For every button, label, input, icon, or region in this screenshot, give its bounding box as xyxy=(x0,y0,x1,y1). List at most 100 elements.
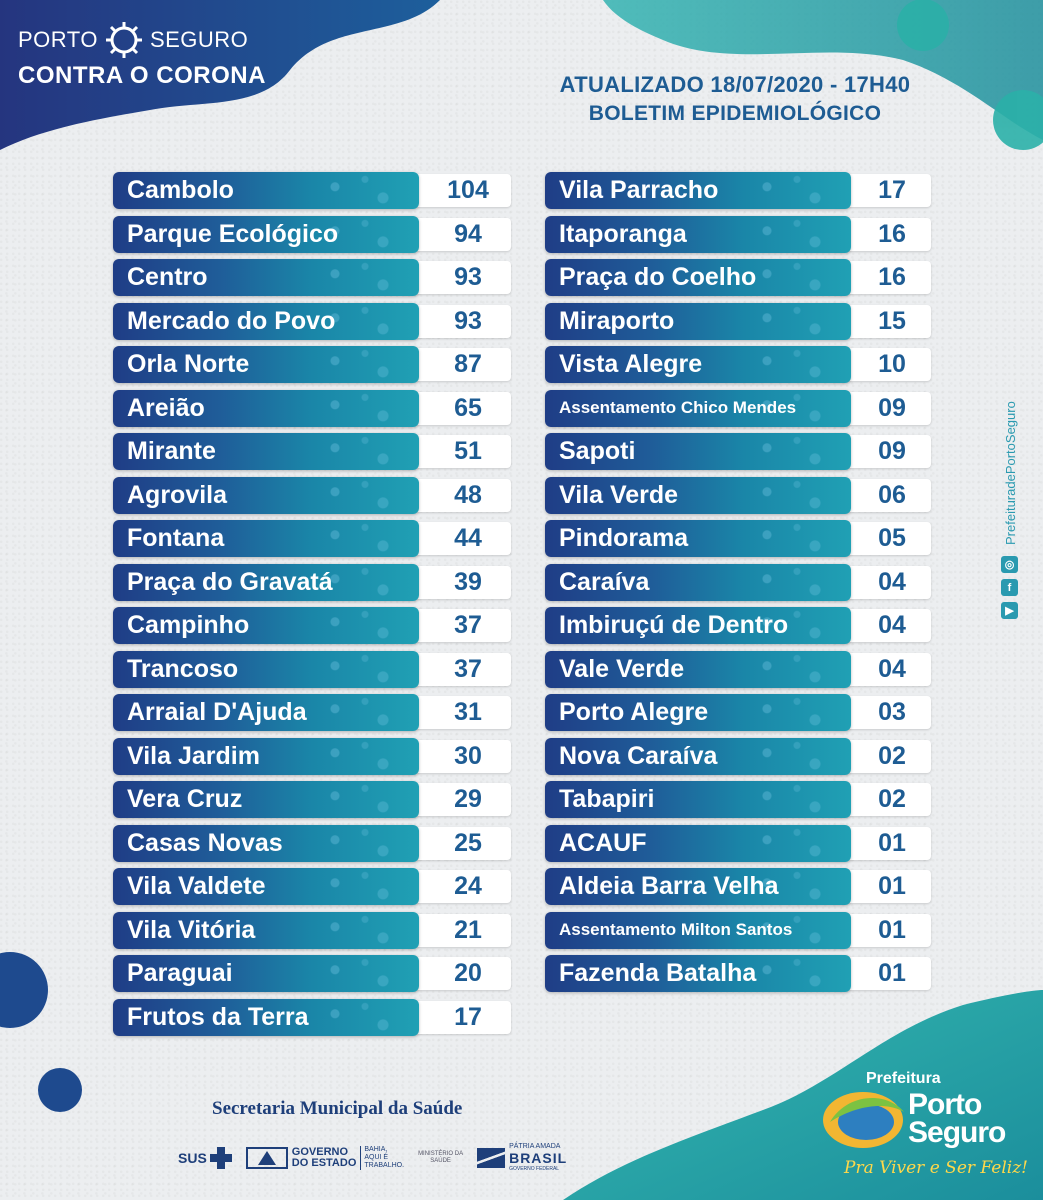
facebook-icon: f xyxy=(1001,579,1018,596)
neighborhood-name: Mirante xyxy=(127,437,216,465)
value-box xyxy=(835,435,931,468)
case-count: 17 xyxy=(878,176,906,204)
neighborhood-row: Praça do Gravatá 39 xyxy=(113,563,511,601)
value-box xyxy=(403,913,511,947)
neighborhood-name: Parque Ecológico xyxy=(127,219,339,248)
neighborhood-row: Nova Caraíva 02 xyxy=(545,737,931,775)
neighborhood-pill: Praça do Gravatá xyxy=(113,563,419,601)
prefeitura-slogan: Pra Viver e Ser Feliz! xyxy=(844,1158,1029,1178)
neighborhood-row: Centro 93 xyxy=(113,259,511,296)
value-box xyxy=(403,696,511,729)
neighborhood-name: Agrovila xyxy=(127,480,228,509)
neighborhood-pill: Aldeia Barra Velha xyxy=(545,868,851,905)
neighborhood-row: Vila Parracho 17 xyxy=(545,172,931,209)
neighborhood-pill: Vale Verde xyxy=(545,650,851,688)
sus-text: SUS xyxy=(178,1150,207,1166)
neighborhood-pill: Vila Parracho xyxy=(545,172,851,209)
value-box xyxy=(403,174,511,207)
neighborhood-pill: Porto Alegre xyxy=(545,694,851,731)
neighborhood-row: Agrovila 48 xyxy=(113,476,511,514)
neighborhood-name: Cambolo xyxy=(127,176,234,204)
neighborhood-pill: Miraporto xyxy=(545,302,851,340)
neighborhood-name: Mercado do Povo xyxy=(127,306,336,335)
brand-line1: PORTO SEGURO xyxy=(18,20,288,60)
bottom-right-wave-decor xyxy=(563,990,1043,1200)
value-box xyxy=(835,217,931,251)
bulletin-title: BOLETIM EPIDEMIOLÓGICO xyxy=(588,102,882,125)
neighborhood-row: Assentamento Milton Santos 01 xyxy=(545,911,931,949)
neighborhood-pill: Trancoso xyxy=(113,650,419,688)
neighborhood-row: Porto Alegre 03 xyxy=(545,694,931,731)
value-box xyxy=(403,304,511,338)
neighborhood-pill: Vista Alegre xyxy=(545,346,851,383)
neighborhood-pill: Vila Jardim xyxy=(113,737,419,775)
value-box xyxy=(403,391,511,425)
prefeitura-seguro: Seguro xyxy=(908,1116,1006,1149)
value-box xyxy=(835,174,931,207)
neighborhood-name: Areião xyxy=(127,393,205,422)
neighborhood-pill: Mercado do Povo xyxy=(113,302,419,340)
neighborhood-row: Vila Valdete 24 xyxy=(113,868,511,905)
brand-header: PORTO SEGURO CONTRA O CORONA xyxy=(18,20,288,90)
neighborhood-row: Miraporto 15 xyxy=(545,302,931,340)
neighborhood-name: Vila Valdete xyxy=(127,872,266,900)
case-count: 09 xyxy=(878,437,906,465)
brasil-top: PÁTRIA AMADA xyxy=(509,1143,561,1150)
neighborhood-pill: Orla Norte xyxy=(113,346,419,383)
neighborhood-name: Vale Verde xyxy=(559,654,685,683)
case-count: 01 xyxy=(878,959,906,987)
social-handle: PrefeituradePortoSeguro xyxy=(1003,401,1018,545)
neighborhood-pill: Vila Verde xyxy=(545,476,851,514)
social-icons: ◎ f ▶ xyxy=(1001,556,1018,619)
neighborhood-row: Mirante 51 xyxy=(113,433,511,470)
value-box xyxy=(403,652,511,686)
case-count: 51 xyxy=(454,437,482,465)
brasil-sub: GOVERNO FEDERAL xyxy=(509,1166,560,1172)
neighborhood-name: Frutos da Terra xyxy=(127,1002,309,1031)
neighborhood-name: Centro xyxy=(127,263,208,291)
neighborhood-name: Trancoso xyxy=(127,654,239,683)
neighborhood-pill: Parque Ecológico xyxy=(113,215,419,253)
case-count: 37 xyxy=(454,611,482,639)
neighborhood-row: Cambolo 104 xyxy=(113,172,511,209)
neighborhood-name: Itaporanga xyxy=(559,219,687,248)
neighborhood-pill: Pindorama xyxy=(545,520,851,557)
case-count: 16 xyxy=(878,219,906,248)
gov-text: GOVERNO DO ESTADO xyxy=(292,1147,357,1169)
neighborhood-row: Assentamento Chico Mendes 09 xyxy=(545,389,931,427)
case-count: 10 xyxy=(878,350,906,378)
neighborhood-row: Vista Alegre 10 xyxy=(545,346,931,383)
instagram-icon: ◎ xyxy=(1001,556,1018,573)
neighborhood-row: Campinho 37 xyxy=(113,607,511,644)
top-right-wave-decor xyxy=(603,0,1043,150)
case-count: 04 xyxy=(878,611,906,639)
neighborhood-row: Frutos da Terra 17 xyxy=(113,998,511,1036)
neighborhood-row: Vera Cruz 29 xyxy=(113,781,511,818)
case-count: 31 xyxy=(454,698,482,726)
neighborhood-name: Orla Norte xyxy=(127,350,250,378)
value-box xyxy=(835,870,931,903)
gov-slogan: BAHIA, AQUI É TRABALHO. xyxy=(360,1146,404,1170)
neighborhood-name: Vila Verde xyxy=(559,480,679,509)
case-count: 93 xyxy=(454,306,482,335)
headline: ATUALIZADO 18/07/2020 - 17H40 BOLETIM EP… xyxy=(500,72,970,126)
neighborhood-row: ACAUF 01 xyxy=(545,824,931,862)
value-box xyxy=(835,565,931,599)
neighborhood-name: Aldeia Barra Velha xyxy=(559,872,779,900)
neighborhood-pill: Vila Vitória xyxy=(113,911,419,949)
value-box xyxy=(835,739,931,773)
neighborhood-name: Porto Alegre xyxy=(559,698,709,726)
case-count: 20 xyxy=(454,959,482,987)
updated-timestamp: ATUALIZADO 18/07/2020 - 17H40 xyxy=(559,72,911,97)
neighborhood-name: Arraial D'Ajuda xyxy=(127,698,307,726)
neighborhood-name: Paraguai xyxy=(127,959,233,987)
neighborhood-row: Vila Vitória 21 xyxy=(113,911,511,949)
value-box xyxy=(403,348,511,381)
value-box xyxy=(835,478,931,512)
neighborhood-name: Sapoti xyxy=(559,437,636,465)
neighborhood-row: Arraial D'Ajuda 31 xyxy=(113,694,511,731)
neighborhood-row: Sapoti 09 xyxy=(545,433,931,470)
governo-federal-logo: PÁTRIA AMADA BRASIL GOVERNO FEDERAL xyxy=(477,1142,567,1174)
bahia-flag-icon xyxy=(245,1147,288,1169)
cross-icon xyxy=(209,1147,232,1169)
